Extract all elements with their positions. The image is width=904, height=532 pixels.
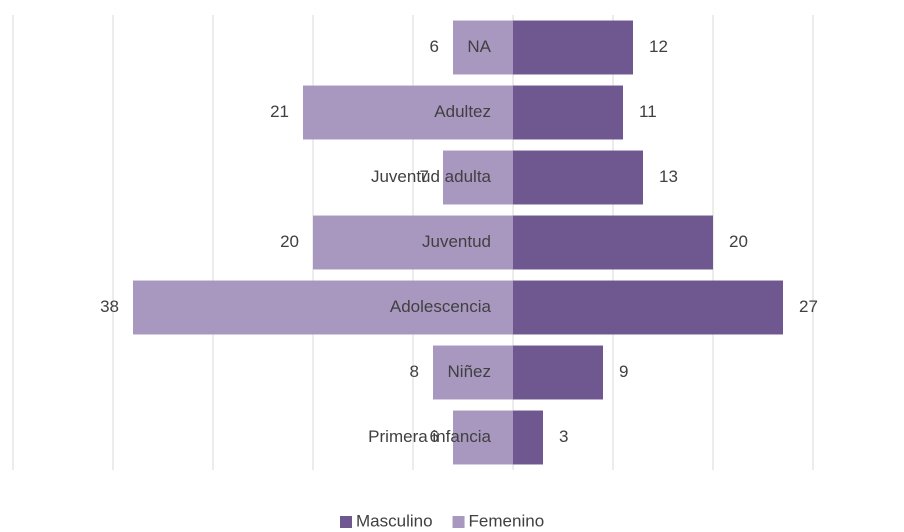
value-label: 6 xyxy=(430,427,439,446)
value-label: 12 xyxy=(649,37,668,56)
value-label: 11 xyxy=(639,102,657,121)
value-label: 6 xyxy=(430,37,439,56)
bar-masculino xyxy=(513,85,623,140)
legend: Masculino Femenino xyxy=(340,511,544,530)
value-label: 27 xyxy=(799,297,818,316)
value-label: 3 xyxy=(559,427,568,446)
bar-femenino xyxy=(443,150,513,205)
legend-swatch xyxy=(452,516,465,528)
bar-femenino xyxy=(133,280,513,335)
category-label: Juventud adulta xyxy=(371,167,492,186)
category-label: Adultez xyxy=(434,102,491,121)
bar-femenino xyxy=(313,215,513,270)
category-label: NA xyxy=(467,37,491,56)
legend-label: Masculino xyxy=(356,511,433,530)
bar-femenino xyxy=(303,85,513,140)
bar-masculino xyxy=(513,410,543,465)
bar-femenino xyxy=(453,410,513,465)
bar-masculino xyxy=(513,215,713,270)
bar-masculino xyxy=(513,345,603,400)
category-label: Juventud xyxy=(422,232,491,251)
category-label: Primera infancia xyxy=(368,427,491,446)
value-label: 20 xyxy=(280,232,299,251)
bar-masculino xyxy=(513,20,633,75)
value-label: 13 xyxy=(659,167,678,186)
bar-masculino xyxy=(513,150,643,205)
category-label: Adolescencia xyxy=(390,297,492,316)
bar-femenino xyxy=(453,20,513,75)
value-label: 38 xyxy=(100,297,119,316)
legend-swatch xyxy=(340,516,352,528)
bar-femenino xyxy=(433,345,513,400)
category-label: Niñez xyxy=(448,362,491,381)
legend-label: Femenino xyxy=(469,511,545,530)
value-label: 20 xyxy=(729,232,748,251)
bar-masculino xyxy=(513,280,783,335)
value-label: 7 xyxy=(420,167,429,186)
value-label: 9 xyxy=(619,362,628,381)
value-label: 8 xyxy=(410,362,419,381)
value-label: 21 xyxy=(270,102,289,121)
